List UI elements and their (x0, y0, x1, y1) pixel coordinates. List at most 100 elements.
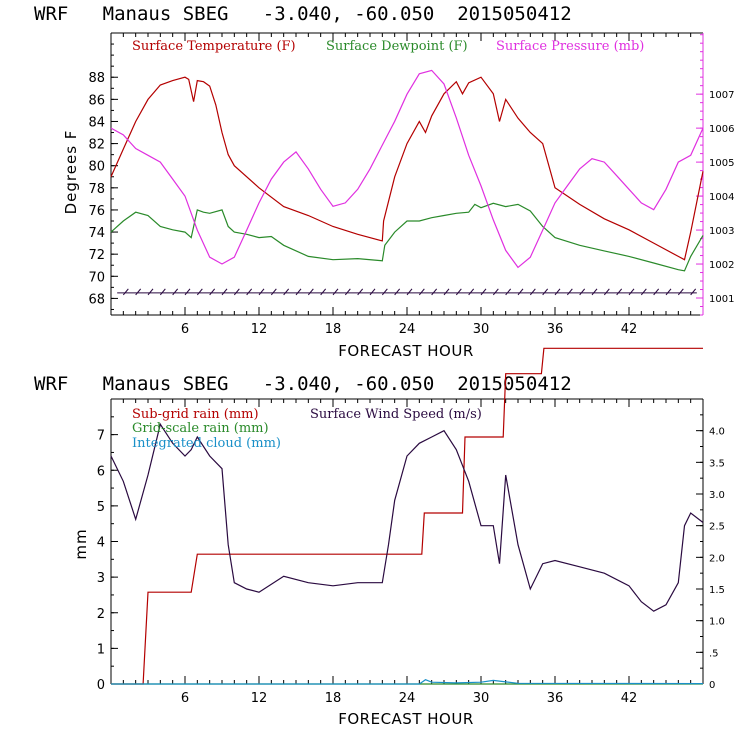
wind-barb (418, 288, 425, 296)
top-plot-area: 6 12 18 24 30 36 42 68 70 72 74 76 78 80 82 84 86 88 1001 1… (88, 32, 734, 337)
wind-barb (468, 288, 475, 296)
wind-barb (159, 288, 166, 296)
wind-barb (529, 288, 536, 296)
wind-barb (246, 288, 253, 296)
wind-barb (283, 288, 290, 296)
wind-barb (320, 288, 327, 296)
wind-barb (196, 288, 203, 296)
wind-barb (258, 288, 265, 296)
top-x-tick-label: 18 (325, 322, 342, 337)
top-series-surface-temperature-f (110, 76, 704, 261)
top-y-tick-label: 82 (88, 138, 105, 153)
wind-barb (122, 288, 129, 296)
legend-integrated-cloud: Integrated cloud (mm) (132, 436, 281, 451)
wind-barb (628, 288, 635, 296)
bottom-y2-tick-label: 3.0 (709, 490, 725, 501)
bottom-plot-area: 6 12 18 24 30 36 42012345670.51.01.52.02.53.03… (97, 347, 725, 706)
bottom-y-tick-label: 3 (97, 571, 105, 586)
bottom-y-tick-label: 0 (97, 678, 105, 693)
top-y-axis-label: Degrees F (62, 130, 80, 215)
wind-barb (455, 288, 462, 296)
wind-barb (357, 288, 364, 296)
wind-barb (295, 288, 302, 296)
bottom-series-surface-wind-speed-m-s (110, 422, 704, 612)
top-chart-title: WRF Manaus SBEG -3.040, -60.050 20150504… (34, 3, 572, 25)
wind-barb (209, 288, 216, 296)
wind-barb (566, 288, 573, 296)
top-x-tick-label: 42 (621, 322, 638, 337)
top-y-tick-label: 88 (88, 71, 105, 86)
bottom-y2-tick-label: .5 (709, 648, 719, 659)
top-y-tick-label: 70 (88, 270, 105, 285)
bottom-y-tick-label: 1 (97, 642, 105, 657)
wind-barb (665, 288, 672, 296)
bottom-y2-tick-label: 0 (709, 680, 715, 691)
bottom-series-sub-grid-rain-mm (111, 347, 703, 685)
bottom-y-axis-label: mm (72, 528, 90, 559)
wind-barb (492, 288, 499, 296)
wind-barb (147, 288, 154, 296)
bottom-x-tick-label: 6 (181, 691, 189, 706)
bottom-y-tick-label: 2 (97, 607, 105, 622)
top-y-tick-label: 84 (88, 115, 105, 130)
legend-grid-scale-rain: Grid-scale rain (mm) (132, 421, 269, 436)
bottom-series-integrated-cloud-mm (111, 679, 704, 685)
wind-barb (554, 288, 561, 296)
bottom-x-axis-label: FORECAST HOUR (338, 710, 474, 728)
wind-barb (172, 288, 179, 296)
bottom-x-tick-label: 18 (325, 691, 342, 706)
wind-barb (603, 288, 610, 296)
top-y2-tick-label: 1002 (709, 260, 734, 271)
bottom-x-tick-label: 12 (251, 691, 268, 706)
wind-barb (369, 288, 376, 296)
wind-barb (677, 288, 684, 296)
legend-surface-pressure: Surface Pressure (mb) (496, 39, 644, 54)
wind-barb (233, 288, 240, 296)
legend-subgrid-rain: Sub-grid rain (mm) (132, 407, 259, 422)
bottom-y2-tick-label: 1.0 (709, 617, 725, 628)
top-y-tick-label: 86 (88, 93, 105, 108)
top-x-tick-label: 30 (473, 322, 490, 337)
wind-barb (653, 288, 660, 296)
top-y2-tick-label: 1006 (709, 124, 734, 135)
bottom-y2-tick-label: 2.5 (709, 522, 725, 533)
legend-surface-wind-speed: Surface Wind Speed (m/s) (310, 407, 482, 422)
top-y-tick-label: 74 (88, 226, 105, 241)
top-y-tick-label: 80 (88, 160, 105, 175)
wind-barb (394, 288, 401, 296)
top-y2-tick-label: 1003 (709, 226, 734, 237)
wind-barb (505, 288, 512, 296)
top-x-tick-label: 36 (547, 322, 564, 337)
legend-surface-dewpoint: Surface Dewpoint (F) (326, 39, 468, 54)
wind-barb (542, 288, 549, 296)
top-x-tick-label: 12 (251, 322, 268, 337)
top-series-surface-pressure-mb (110, 69, 704, 269)
bottom-y-tick-label: 5 (97, 500, 105, 515)
bottom-y2-tick-label: 1.5 (709, 585, 725, 596)
wind-barb (332, 288, 339, 296)
bottom-y-tick-label: 7 (97, 429, 105, 444)
bottom-y2-tick-label: 2.0 (709, 553, 725, 564)
bottom-x-tick-label: 42 (621, 691, 638, 706)
bottom-chart-title: WRF Manaus SBEG -3.040, -60.050 20150504… (34, 373, 572, 395)
wind-barb (221, 288, 228, 296)
wind-barb (307, 288, 314, 296)
wind-barb (270, 288, 277, 296)
wind-barb (184, 288, 191, 296)
wind-barb (517, 288, 524, 296)
wind-barb (690, 288, 697, 296)
bottom-y2-tick-label: 4.0 (709, 427, 725, 438)
bottom-x-tick-label: 36 (547, 691, 564, 706)
bottom-y-tick-label: 4 (97, 536, 105, 551)
top-y-tick-label: 72 (88, 248, 105, 263)
top-y2-tick-label: 1007 (709, 90, 734, 101)
bottom-y-tick-label: 6 (97, 464, 105, 479)
wind-barb (443, 288, 450, 296)
wind-barb (616, 288, 623, 296)
top-y-tick-label: 68 (88, 292, 105, 307)
top-y2-tick-label: 1004 (709, 192, 734, 203)
top-x-axis-label: FORECAST HOUR (338, 342, 474, 360)
wind-barb (381, 288, 388, 296)
top-y2-tick-label: 1001 (709, 294, 734, 305)
